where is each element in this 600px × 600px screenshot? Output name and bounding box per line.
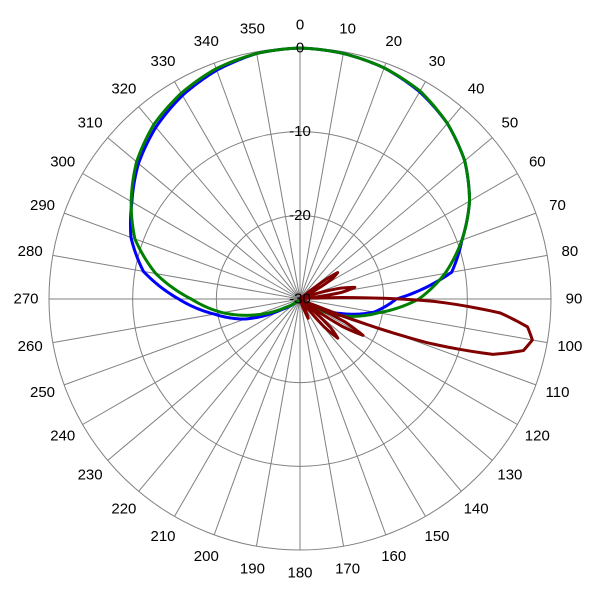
- grid-spoke-30: [299, 81, 426, 300]
- grid-spoke-320: [138, 106, 301, 300]
- angle-label-190: 190: [240, 560, 265, 577]
- angle-label-350: 350: [240, 21, 265, 38]
- grid-spoke-280: [52, 254, 301, 300]
- grid-spoke-130: [299, 298, 493, 461]
- angle-label-240: 240: [50, 428, 75, 445]
- angle-label-110: 110: [546, 384, 570, 401]
- grid-spoke-260: [52, 298, 301, 344]
- grid-spoke-120: [299, 298, 518, 425]
- radial-label-2: -20: [289, 207, 311, 224]
- grid-spoke-350: [255, 51, 301, 300]
- angle-label-160: 160: [381, 548, 406, 565]
- angle-label-100: 100: [557, 338, 582, 355]
- grid-spoke-230: [107, 298, 301, 461]
- angle-label-60: 60: [529, 154, 546, 171]
- grid-spoke-40: [299, 106, 462, 300]
- radial-label-3: -30: [289, 291, 311, 308]
- grid-spoke-190: [255, 298, 301, 547]
- angle-label-90: 90: [566, 291, 583, 308]
- angle-label-230: 230: [78, 467, 103, 484]
- angle-label-30: 30: [429, 53, 446, 70]
- angle-label-290: 290: [30, 197, 55, 214]
- radial-label-0: 0: [296, 40, 304, 57]
- grid-spoke-300: [82, 173, 301, 300]
- grid-spoke-240: [82, 298, 301, 425]
- angle-tick-labels: 0 10 20 30 40 50 60 70 80 90 100 110 120 130 140 150 160…: [13, 17, 582, 582]
- angle-label-220: 220: [111, 500, 136, 517]
- grid-spoke-330: [174, 81, 301, 300]
- grid-spoke-220: [138, 298, 301, 492]
- grid-spoke-10: [299, 51, 345, 300]
- angle-label-20: 20: [385, 33, 402, 50]
- angle-label-10: 10: [339, 21, 356, 38]
- angle-label-150: 150: [424, 528, 449, 545]
- grid-spoke-50: [299, 137, 493, 300]
- angle-label-280: 280: [18, 243, 43, 260]
- angle-label-0: 0: [296, 17, 304, 34]
- series-line-2: [298, 271, 534, 356]
- angle-label-260: 260: [18, 338, 43, 355]
- angle-label-320: 320: [111, 81, 136, 98]
- series-group: [128, 46, 534, 356]
- angle-label-170: 170: [335, 560, 360, 577]
- angle-label-40: 40: [468, 81, 485, 98]
- radial-tick-labels: 0 -10 -20 -30: [289, 40, 311, 308]
- angle-label-300: 300: [50, 154, 75, 171]
- grid-spoke-150: [299, 298, 426, 517]
- grid-spoke-200: [213, 298, 301, 536]
- angle-label-180: 180: [287, 565, 312, 582]
- angle-label-140: 140: [464, 500, 489, 517]
- grid-spoke-160: [299, 298, 387, 536]
- grid-spoke-60: [299, 173, 518, 300]
- grid-spoke-100: [299, 298, 548, 344]
- polar-grid: [48, 47, 552, 551]
- angle-label-70: 70: [549, 197, 566, 214]
- angle-label-330: 330: [150, 53, 175, 70]
- angle-label-120: 120: [525, 428, 550, 445]
- grid-spoke-210: [174, 298, 301, 517]
- angle-label-310: 310: [78, 114, 103, 131]
- angle-label-210: 210: [150, 528, 175, 545]
- grid-spoke-20: [299, 62, 387, 300]
- angle-label-200: 200: [194, 548, 219, 565]
- angle-label-340: 340: [194, 33, 219, 50]
- grid-spoke-290: [63, 212, 301, 300]
- grid-spoke-340: [213, 62, 301, 300]
- angle-label-80: 80: [561, 243, 578, 260]
- angle-label-270: 270: [13, 291, 38, 308]
- radial-label-1: -10: [289, 123, 311, 140]
- angle-label-50: 50: [502, 114, 519, 131]
- grid-spoke-70: [299, 212, 537, 300]
- angle-label-250: 250: [30, 384, 55, 401]
- grid-spoke-310: [107, 137, 301, 300]
- grid-spoke-170: [299, 298, 345, 547]
- angle-label-130: 130: [497, 467, 522, 484]
